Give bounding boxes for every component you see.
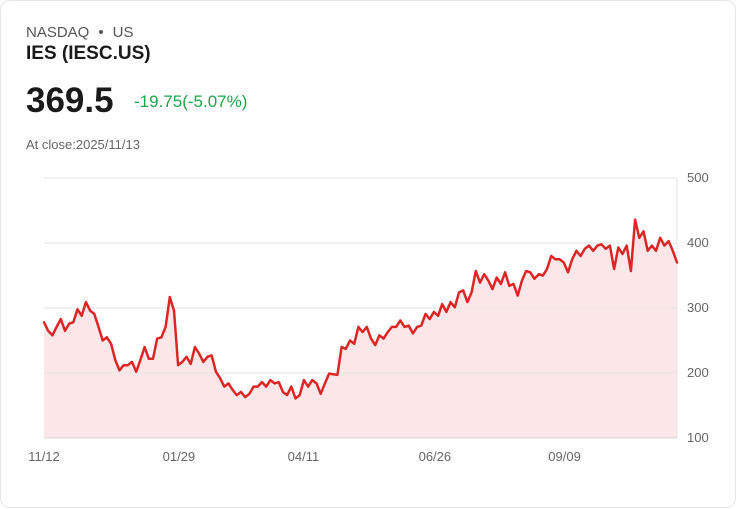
exchange: NASDAQ <box>26 24 90 41</box>
country: US <box>112 24 134 41</box>
y-tick-label: 300 <box>687 300 709 315</box>
price-change: -19.75(-5.07%) <box>134 92 248 111</box>
y-tick-label: 400 <box>687 235 709 250</box>
price: 369.5 <box>26 81 114 120</box>
x-tick-label: 01/29 <box>163 449 196 464</box>
x-tick-label: 09/09 <box>548 449 581 464</box>
y-tick-label: 200 <box>687 365 709 380</box>
stock-title: IES (IESC.US) <box>26 43 151 64</box>
y-tick-label: 500 <box>687 170 709 185</box>
area-fill <box>44 219 677 438</box>
exchange-line: NASDAQ • US <box>26 24 133 41</box>
x-tick-label: 06/26 <box>419 449 452 464</box>
close-date: At close:2025/11/13 <box>26 137 140 152</box>
separator: • <box>98 24 104 41</box>
y-tick-label: 100 <box>687 430 709 445</box>
x-tick-label: 11/12 <box>28 449 60 464</box>
x-tick-label: 04/11 <box>288 449 320 464</box>
price-line <box>42 218 679 400</box>
